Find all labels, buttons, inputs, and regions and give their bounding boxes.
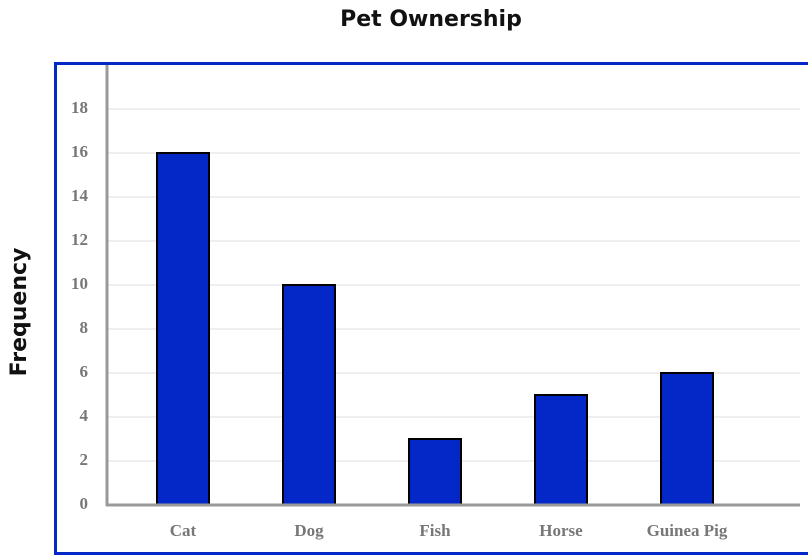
- bar: [282, 284, 336, 506]
- x-tick-label: Cat: [170, 521, 197, 540]
- frame: [54, 62, 808, 555]
- y-tick-label: 6: [80, 362, 89, 381]
- x-tick-label: Dog: [294, 521, 324, 540]
- y-tick-label: 0: [80, 494, 89, 513]
- chart-title: Pet Ownership: [340, 7, 522, 32]
- bar: [408, 438, 462, 506]
- y-tick-label: 10: [71, 274, 88, 293]
- bar: [660, 372, 714, 506]
- plot-area: 0 2 4 6 8 10 12 14 16 18 Cat Dog Fish Horse Guinea Pig: [71, 65, 800, 540]
- bar: [534, 394, 588, 506]
- y-tick-label: 4: [80, 406, 89, 425]
- x-tick-label: Fish: [419, 521, 451, 540]
- x-tick-label: Horse: [539, 521, 583, 540]
- bar: [156, 152, 210, 506]
- y-tick-label: 12: [71, 230, 88, 249]
- y-tick-label: 16: [71, 142, 88, 161]
- x-tick-label: Guinea Pig: [647, 521, 728, 540]
- y-axis-label: Frequency: [7, 248, 32, 377]
- y-tick-label: 14: [71, 186, 89, 205]
- y-tick-label: 18: [71, 98, 88, 117]
- y-tick-label: 8: [80, 318, 89, 337]
- y-tick-label: 2: [80, 450, 89, 469]
